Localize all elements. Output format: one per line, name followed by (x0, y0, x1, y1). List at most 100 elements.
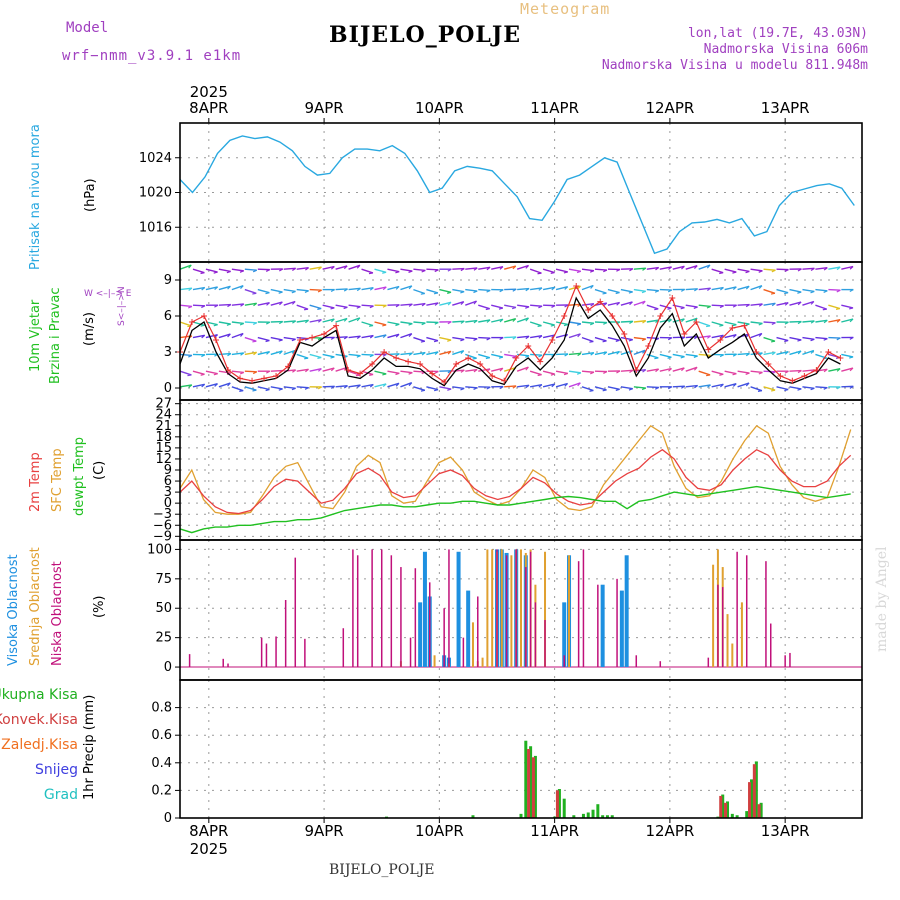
wind-arrow (478, 266, 491, 270)
wind-arrow (711, 370, 724, 375)
wind-arrow-head (719, 383, 724, 388)
wind-arrow (542, 286, 556, 291)
wind-arrow (231, 321, 244, 325)
wind-tick-label: 9 (164, 273, 172, 288)
temp-2m-line (179, 448, 852, 515)
wind-arrow (776, 351, 789, 356)
wind-arrow (400, 268, 413, 272)
wind-arrow-head (266, 302, 270, 306)
gust-marker (561, 313, 568, 319)
wind-arrow-head (603, 269, 608, 273)
wind-arrow (568, 285, 581, 291)
wind-arrow (763, 351, 776, 356)
wind-arrow (517, 335, 530, 339)
cloud-bar-low (304, 638, 306, 668)
wind-arrow (192, 383, 205, 388)
wind-arrow-head (226, 323, 231, 326)
wind-arrow (711, 383, 724, 388)
wind-arrow-head (382, 383, 387, 388)
wind-arrow-head (188, 384, 193, 388)
wind-arrow (335, 265, 348, 270)
precip-total-bar (601, 815, 605, 818)
precip-total-bar (735, 815, 739, 818)
wind-arrow-head (356, 317, 361, 322)
wind-arrow (270, 288, 283, 293)
wind-arrow-head (680, 356, 685, 359)
cloud-bar-low (356, 555, 359, 668)
wind-arrow (179, 304, 193, 308)
wind-arrow (335, 353, 348, 357)
wind-arrow-head (447, 350, 452, 355)
cloud-bar-mid (544, 551, 547, 668)
wind-arrow-head (797, 268, 802, 272)
cloud-tick-label: 0 (164, 660, 172, 675)
wind-arrow-head (525, 317, 529, 322)
wind-arrow-head (486, 266, 491, 271)
wind-arrow-head (836, 337, 841, 341)
wind-arrow (724, 268, 737, 273)
wind-arrow-head (681, 318, 685, 323)
wind-arrow (529, 268, 542, 274)
wind-arrow-head (473, 338, 478, 341)
wind-arrow (439, 386, 452, 390)
cloud-bar-low (765, 561, 767, 668)
wind-arrow (348, 304, 361, 308)
cloud-bar-low (582, 549, 585, 668)
temp-tick-label: 21 (155, 419, 172, 434)
temp-tick-label: 0 (164, 496, 172, 511)
wind-arrow-head (395, 286, 400, 290)
wind-arrow-head (498, 356, 504, 359)
wind-arrow-head (499, 337, 504, 341)
gust-marker (297, 337, 304, 343)
wind-arrow-head (382, 353, 387, 357)
wind-arrow-head (758, 285, 763, 290)
wind-arrow-head (343, 318, 348, 322)
wind-arrow-head (576, 323, 582, 326)
wind-arrow (555, 268, 568, 273)
wind-arrow-head (654, 386, 660, 390)
wind-arrow-head (291, 301, 296, 305)
wind-arrow-head (823, 338, 828, 341)
gust-marker (693, 319, 700, 325)
gust-marker (753, 349, 760, 355)
wind-arrow-head (667, 356, 672, 359)
wind-arrow-head (512, 355, 517, 359)
date-label-bottom: 10APR (415, 822, 464, 840)
wind-arrow-head (758, 270, 763, 273)
wind-arrow-head (317, 266, 322, 271)
gust-marker (789, 377, 796, 384)
wind-arrow-head (525, 288, 530, 292)
wind-arrow (205, 268, 218, 273)
wind-arrow (465, 319, 478, 323)
cloud-bar-low (597, 584, 599, 668)
wind-arrow (581, 321, 595, 324)
wind-arrow-head (213, 271, 218, 274)
dewpt-line (179, 485, 851, 534)
wind-arrow-head (810, 290, 815, 294)
precip-total-bar (754, 761, 758, 818)
wind-arrow-head (304, 290, 309, 293)
wind-arrow-head (278, 339, 283, 342)
wind-arrow-head (810, 320, 815, 324)
wind-arrow-head (499, 367, 504, 372)
wind-arrow (205, 286, 218, 291)
wind-arrow (361, 353, 374, 356)
gust-marker (381, 349, 388, 355)
wind-arrow (283, 267, 296, 270)
wind-arrow (750, 386, 763, 392)
wind-arrow (309, 368, 322, 372)
wind-arrow-head (279, 301, 283, 306)
wind-arrow-head (576, 270, 582, 274)
cloud-bar-low (717, 584, 719, 668)
wind-arrow-head (330, 356, 335, 359)
wind-arrow-head (201, 287, 206, 291)
wind-arrow-head (732, 304, 737, 308)
wind-arrow (361, 334, 374, 339)
wind-arrow-head (823, 387, 828, 390)
gust-marker (333, 322, 340, 329)
wind-arrow-head (797, 339, 802, 342)
wind-arrow-head (279, 321, 284, 325)
wind-arrow-head (745, 285, 750, 290)
wind-arrow (478, 319, 491, 323)
wind-arrow-head (304, 357, 309, 360)
